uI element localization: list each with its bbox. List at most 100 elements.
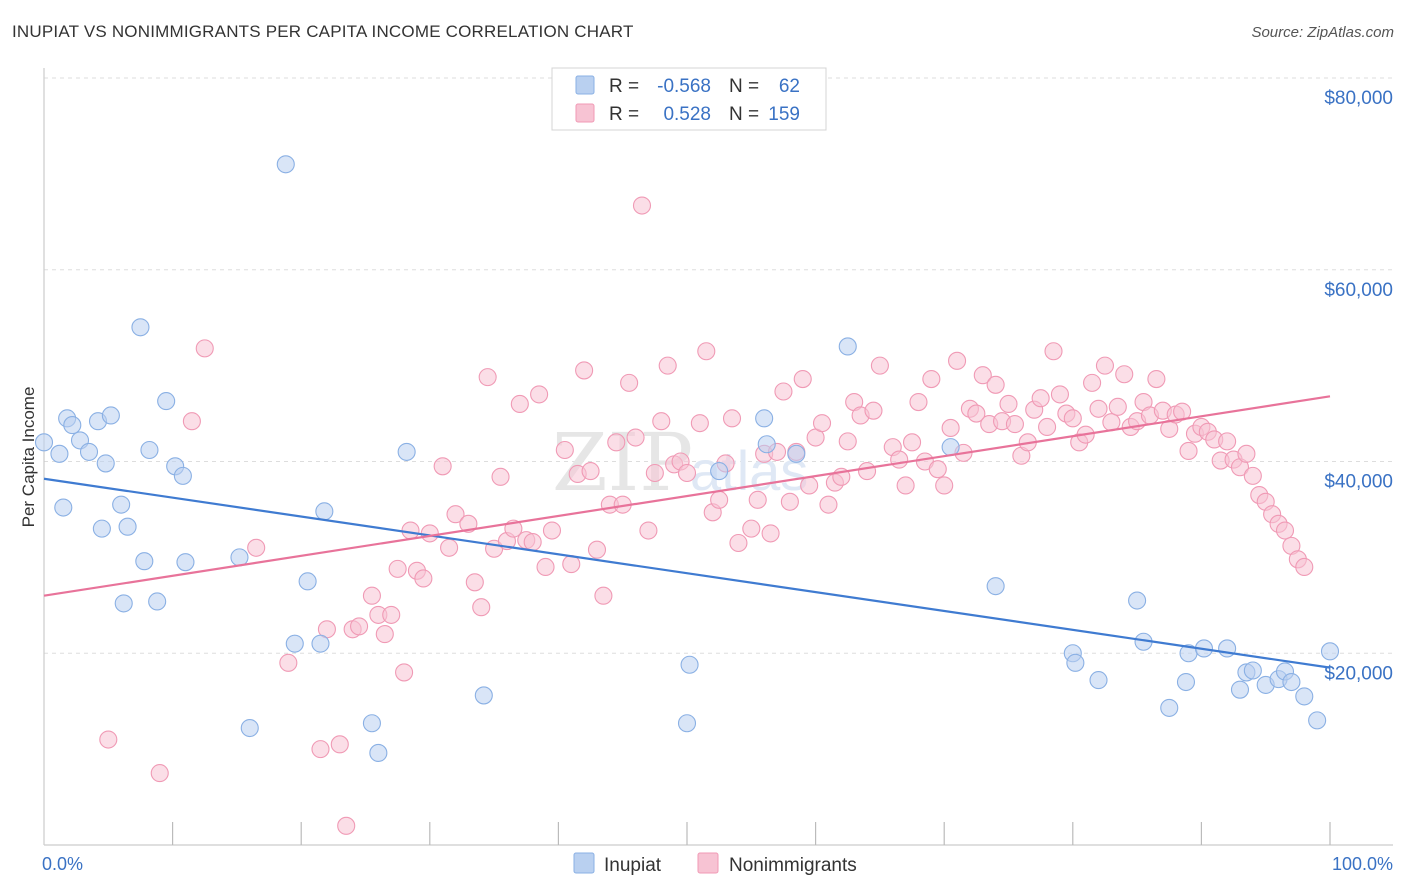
nonimmigrants-point-143	[1243, 466, 1262, 485]
nonimmigrants-point-49	[620, 373, 639, 392]
y-axis-label: Per Capita Income	[19, 387, 38, 528]
nonimmigrants-point-67	[748, 490, 767, 509]
gridlines	[44, 77, 1393, 654]
inupiat-point-29	[362, 714, 381, 733]
nonimmigrants-point-66	[742, 519, 761, 538]
nonimmigrants-point-89	[896, 476, 915, 495]
trend-lines	[43, 395, 1331, 669]
nonimmigrants-point-78	[819, 495, 838, 514]
y-tick-label-2: $60,000	[1324, 280, 1393, 301]
inupiat-point-43	[1066, 653, 1085, 672]
nonimmigrants-point-71	[774, 382, 793, 401]
nonimmigrants-point-42	[575, 361, 594, 380]
inupiat-point-24	[276, 155, 295, 174]
inupiat-point-27	[311, 634, 330, 653]
inupiat-point-33	[677, 714, 697, 733]
inupiat-point-8	[92, 519, 111, 538]
nonimmigrants-point-94	[928, 460, 947, 479]
inupiat-point-32	[474, 686, 493, 705]
nonimmigrants-point-93	[922, 369, 941, 389]
nonimmigrants-point-121	[1102, 413, 1121, 432]
nonimmigrants-point-81	[838, 432, 857, 451]
nonimmigrants-point-151	[1295, 557, 1314, 577]
nonimmigrants-point-139	[1218, 432, 1237, 451]
inupiat-point-16	[140, 440, 159, 460]
inupiat-point-52	[1230, 680, 1250, 699]
nonimmigrants-point-3	[195, 339, 214, 358]
nonimmigrants-point-37	[536, 557, 555, 577]
nonimmigrants-point-52	[639, 521, 658, 540]
legend-n-value-nonimmigrants: 159	[768, 104, 800, 125]
y-tick-label-1: $40,000	[1324, 472, 1393, 493]
inupiat-point-36	[755, 409, 774, 428]
nonimmigrants-point-128	[1147, 369, 1166, 389]
legend-n-label-inupiat: N =	[729, 76, 759, 97]
nonimmigrants-point-100	[967, 404, 986, 423]
inupiat-point-23	[240, 718, 259, 738]
nonimmigrants-point-111	[1038, 417, 1057, 437]
nonimmigrants-point-105	[999, 394, 1018, 414]
nonimmigrants-point-96	[941, 418, 960, 437]
nonimmigrants-point-58	[677, 463, 697, 483]
nonimmigrants-point-88	[890, 450, 909, 469]
inupiat-point-40	[941, 438, 960, 457]
trend-line-nonimmigrants	[43, 395, 1331, 597]
inupiat-point-30	[369, 743, 388, 763]
inupiat-point-15	[135, 552, 154, 571]
nonimmigrants-point-85	[864, 401, 883, 420]
legend-swatch-inupiat	[575, 75, 595, 95]
legend-n-value-inupiat: 62	[779, 76, 800, 97]
nonimmigrants-point-23	[440, 538, 459, 557]
inupiat-point-45	[1128, 591, 1147, 610]
nonimmigrants-point-62	[710, 490, 729, 509]
nonimmigrants-point-11	[350, 617, 369, 636]
nonimmigrants-point-30	[491, 467, 510, 486]
inupiat-point-31	[397, 442, 416, 461]
inupiat-point-25	[285, 634, 304, 653]
inupiat-point-37	[757, 435, 776, 454]
inupiat-point-6	[79, 442, 99, 461]
nonimmigrants-point-119	[1089, 399, 1108, 418]
inupiat-point-47	[1160, 698, 1179, 717]
bottom-legend-swatch-inupiat	[573, 852, 595, 874]
inupiat-point-22	[230, 548, 249, 567]
nonimmigrants-point-18	[401, 521, 420, 540]
nonimmigrants-point-59	[690, 414, 709, 433]
nonimmigrants-point-110	[1031, 389, 1050, 408]
inupiat-point-58	[1282, 672, 1301, 692]
bottom-legend-label-nonimmigrants: Nonimmigrants	[729, 855, 857, 876]
nonimmigrants-point-17	[395, 663, 414, 682]
bottom-legend-swatch-nonimmigrants	[697, 852, 719, 874]
nonimmigrants-point-1	[150, 764, 169, 783]
nonimmigrants-point-95	[935, 476, 954, 495]
inupiat-point-2	[54, 498, 73, 517]
nonimmigrants-point-53	[645, 463, 664, 483]
nonimmigrants-point-112	[1044, 342, 1063, 361]
inupiat-point-59	[1295, 687, 1314, 706]
nonimmigrants-point-25	[459, 514, 478, 533]
legend-r-label-nonimmigrants: R =	[609, 104, 639, 125]
series-legend: Inupiat Nonimmigrants	[573, 852, 857, 876]
nonimmigrants-point-8	[330, 735, 349, 754]
nonimmigrants-point-45	[594, 586, 613, 605]
nonimmigrants-point-91	[909, 393, 928, 412]
y-tick-labels: $20,000 $40,000 $60,000 $80,000	[1324, 88, 1393, 684]
chart-title: INUPIAT VS NONIMMIGRANTS PER CAPITA INCO…	[12, 22, 634, 41]
trend-line-inupiat	[43, 477, 1331, 669]
inupiat-point-14	[131, 318, 150, 337]
inupiat-point-38	[787, 444, 806, 463]
nonimmigrants-point-20	[414, 569, 433, 588]
nonimmigrants-point-103	[986, 375, 1005, 394]
nonimmigrants-point-106	[1005, 415, 1024, 434]
nonimmigrants-point-16	[388, 559, 407, 578]
inupiat-point-34	[680, 655, 699, 674]
nonimmigrants-point-27	[472, 598, 491, 617]
nonimmigrants-point-6	[311, 740, 330, 759]
inupiat-point-21	[176, 553, 195, 572]
nonimmigrants-point-142	[1237, 444, 1256, 463]
nonimmigrants-point-9	[337, 816, 356, 835]
nonimmigrants-point-2	[182, 412, 201, 431]
inupiat-point-11	[112, 495, 131, 514]
nonimmigrants-point-64	[722, 409, 742, 428]
nonimmigrants-point-50	[626, 428, 645, 447]
